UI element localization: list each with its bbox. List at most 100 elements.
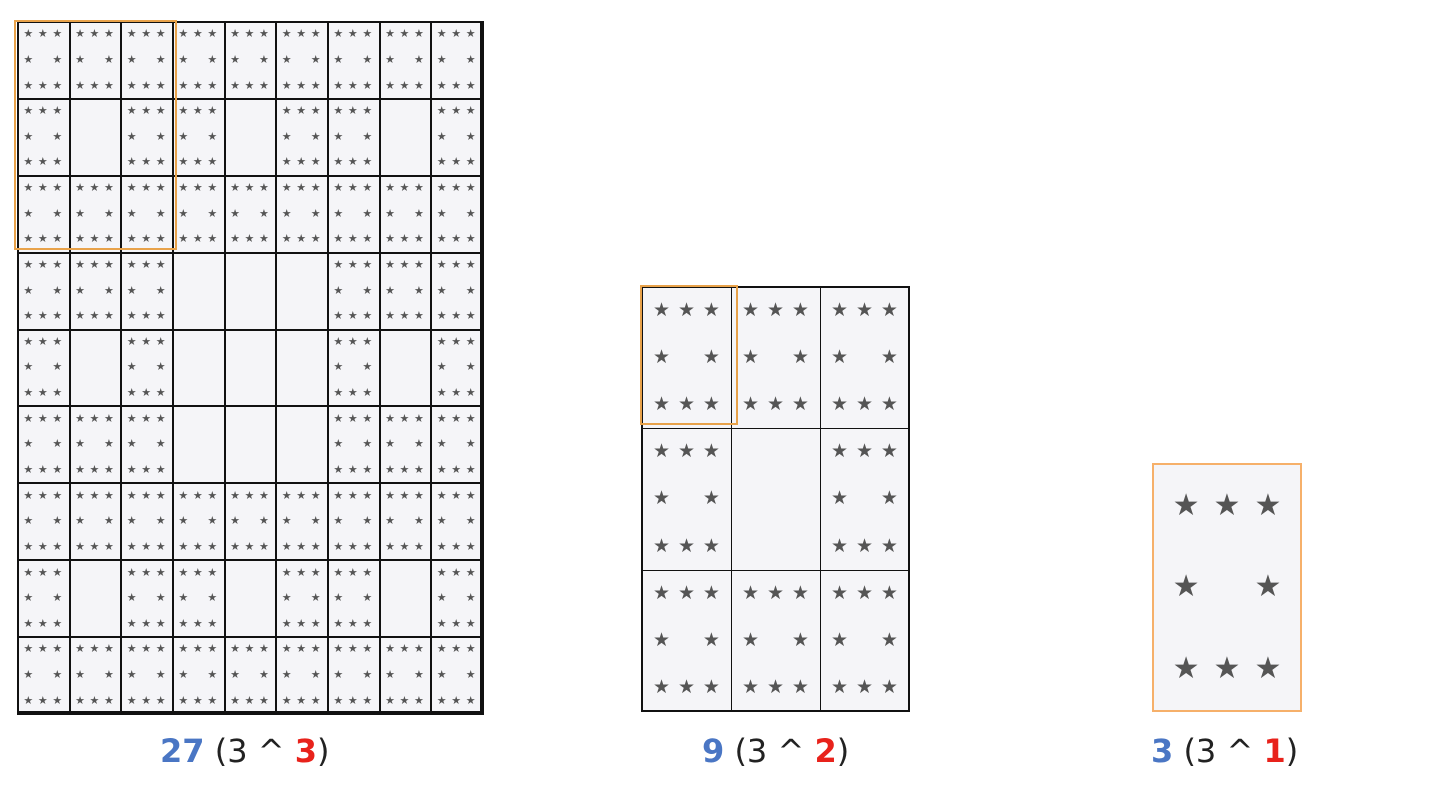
star-icon: ★	[141, 232, 152, 246]
star-cell: ★ ★ ★ ★ ★ ★ ★ ★	[327, 405, 379, 482]
star-icon: ★	[362, 309, 373, 323]
star-icon: ★	[333, 386, 344, 400]
star-icon: ★	[52, 283, 63, 297]
star-icon: ★	[855, 393, 874, 416]
star-icon: ★	[362, 181, 373, 195]
grid-line	[642, 287, 909, 288]
star-icon: ★	[126, 539, 137, 553]
star-cell: ★ ★ ★ ★ ★ ★ ★ ★	[224, 175, 276, 252]
star-icon: ★	[104, 257, 114, 271]
star-icon: ★	[126, 360, 137, 374]
grid-line	[17, 174, 482, 177]
star-icon: ★	[178, 181, 189, 195]
star-icon: ★	[281, 539, 292, 553]
star-icon: ★	[37, 232, 48, 246]
star-icon: ★	[23, 539, 34, 553]
star-gap	[1207, 572, 1248, 602]
star-cell: ★ ★ ★ ★ ★ ★ ★ ★	[430, 252, 482, 329]
star-icon: ★	[399, 78, 410, 92]
star-gap	[294, 592, 308, 603]
star-icon: ★	[23, 565, 34, 579]
star-icon: ★	[104, 78, 114, 92]
star-icon: ★	[399, 181, 410, 195]
star-icon: ★	[192, 642, 203, 656]
star-icon: ★	[296, 539, 307, 553]
star-icon: ★	[23, 283, 34, 297]
grid-line	[68, 21, 71, 713]
star-gap	[397, 285, 411, 296]
star-icon: ★	[104, 488, 114, 502]
star-gap	[139, 669, 153, 680]
caption-exponent: 3	[294, 732, 317, 770]
star-icon: ★	[436, 27, 447, 41]
star-cell: ★ ★ ★ ★ ★ ★ ★ ★	[120, 175, 172, 252]
star-icon: ★	[831, 299, 849, 322]
star-icon: ★	[281, 78, 292, 92]
caption-open: (3 ^	[214, 732, 295, 770]
star-icon: ★	[126, 616, 137, 630]
star-icon: ★	[207, 693, 218, 707]
star-icon: ★	[207, 668, 218, 682]
star-icon: ★	[207, 232, 218, 246]
star-icon: ★	[653, 440, 671, 463]
grid-line	[908, 287, 909, 711]
star-icon: ★	[23, 693, 34, 707]
star-icon: ★	[104, 539, 114, 553]
star-cell: ★ ★ ★ ★ ★ ★ ★ ★	[69, 636, 121, 713]
star-icon: ★	[89, 463, 100, 476]
star-icon: ★	[37, 539, 48, 553]
star-icon: ★	[75, 283, 85, 297]
blank-cell	[378, 559, 431, 637]
star-icon: ★	[465, 514, 476, 528]
star-icon: ★	[465, 693, 476, 707]
star-icon: ★	[451, 181, 462, 195]
star-icon: ★	[75, 437, 85, 451]
star-icon: ★	[310, 52, 321, 66]
star-icon: ★	[244, 78, 255, 92]
star-icon: ★	[75, 232, 85, 246]
star-icon: ★	[362, 257, 373, 271]
star-icon: ★	[104, 642, 114, 656]
star-icon: ★	[75, 514, 85, 528]
star-icon: ★	[89, 78, 100, 92]
star-icon: ★	[141, 693, 152, 707]
grid-line	[120, 21, 123, 713]
star-icon: ★	[791, 581, 809, 604]
caption-open: (3 ^	[734, 732, 815, 770]
star-icon: ★	[385, 257, 395, 271]
star-icon: ★	[465, 591, 476, 605]
star-icon: ★	[141, 411, 152, 425]
star-icon: ★	[37, 181, 48, 195]
star-cell: ★ ★ ★ ★ ★ ★ ★ ★	[430, 329, 482, 406]
star-icon: ★	[362, 514, 373, 528]
star-icon: ★	[75, 181, 85, 195]
star-icon: ★	[677, 299, 696, 322]
star-icon: ★	[23, 206, 34, 220]
star-icon: ★	[37, 642, 48, 656]
star-icon: ★	[310, 565, 321, 579]
star-cell: ★ ★ ★ ★ ★ ★ ★ ★	[69, 482, 121, 559]
star-icon: ★	[126, 206, 137, 220]
star-icon: ★	[296, 104, 307, 118]
star-icon: ★	[436, 129, 447, 143]
star-icon: ★	[126, 565, 137, 579]
star-icon: ★	[333, 334, 344, 348]
star-icon: ★	[880, 440, 898, 463]
caption-exponent: 1	[1263, 732, 1286, 770]
star-icon: ★	[37, 488, 48, 502]
star-cell: ★ ★ ★ ★ ★ ★ ★ ★	[120, 329, 172, 406]
star-icon: ★	[259, 693, 269, 707]
star-icon: ★	[385, 668, 395, 682]
star-icon: ★	[436, 693, 447, 707]
star-icon: ★	[333, 668, 344, 682]
star-icon: ★	[399, 539, 410, 553]
star-icon: ★	[880, 534, 898, 557]
star-icon: ★	[414, 78, 424, 92]
star-icon: ★	[362, 411, 373, 425]
star-icon: ★	[1254, 569, 1282, 605]
star-cell: ★ ★ ★ ★ ★ ★ ★ ★	[17, 559, 69, 636]
caption-count: 27	[160, 732, 205, 770]
grid-line	[327, 21, 329, 713]
star-icon: ★	[296, 232, 307, 246]
star-icon: ★	[333, 488, 344, 502]
